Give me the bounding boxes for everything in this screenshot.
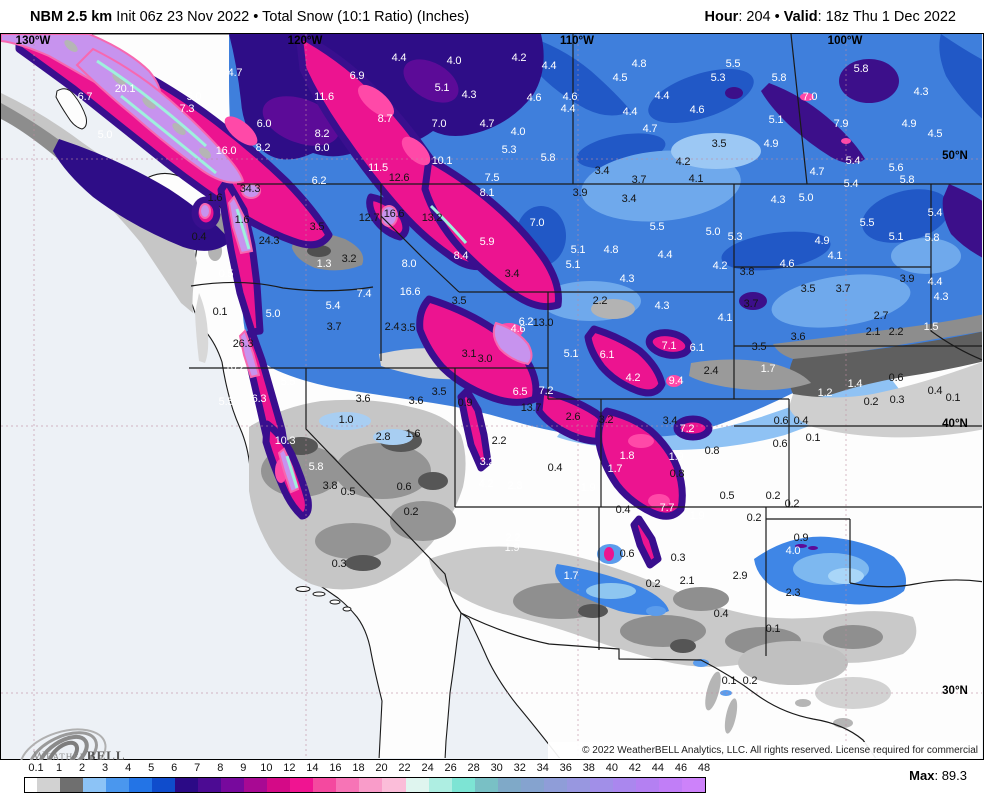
state-borders — [189, 34, 982, 758]
colorbar-tick: 4 — [125, 762, 132, 774]
colorbar-tick: 7 — [194, 762, 201, 774]
colorbar-segment — [244, 778, 268, 792]
colorbar-tick: 14 — [306, 762, 319, 774]
colorbar-segment — [405, 778, 429, 792]
aqua-slivers — [96, 59, 468, 489]
colorbar-segment — [221, 778, 245, 792]
gray-trace-regions — [1, 93, 982, 734]
model-name: NBM 2.5 km — [30, 8, 113, 25]
colorbar-tick: 46 — [674, 762, 688, 774]
header-bar: NBM 2.5 km Init 06z 23 Nov 2022 • Total … — [0, 0, 984, 33]
colorbar-tick: 36 — [559, 762, 572, 774]
colon: : — [817, 8, 826, 25]
logo-weather-text: Weather — [33, 748, 87, 763]
bullet-separator: • — [253, 8, 259, 25]
colorbar-segment — [267, 778, 291, 792]
haida-gwaii-island — [55, 88, 87, 130]
colorbar-tick: 12 — [283, 762, 296, 774]
colorbar-segment — [658, 778, 682, 792]
ridge-gray-dots — [64, 40, 211, 159]
colorbar-tick: 42 — [628, 762, 642, 774]
valid-value: 18z Thu 1 Dec 2022 — [825, 8, 956, 25]
colorbar-tick: 32 — [513, 762, 526, 774]
colorbar-tick: 20 — [375, 762, 388, 774]
init-time: Init 06z 23 Nov 2022 — [112, 8, 254, 25]
map-area: © 2022 WeatherBELL Analytics, LLC. All r… — [0, 33, 984, 784]
hour-value: 204 — [746, 8, 771, 25]
colorbar-segment — [589, 778, 613, 792]
colorbar-gradient — [24, 777, 706, 793]
colorbar-segment — [681, 778, 705, 792]
colorbar-segment — [25, 778, 37, 792]
montana-purple-band — [725, 59, 982, 310]
colorbar-tick: 18 — [352, 762, 365, 774]
colorbar-tick: 5 — [148, 762, 155, 774]
colorbar-tick: 24 — [421, 762, 434, 774]
colorbar-tick: 30 — [490, 762, 503, 774]
colorbar-tick: 1 — [55, 762, 63, 774]
colorbar-segment — [152, 778, 176, 792]
colorbar-tick: 34 — [536, 762, 549, 774]
max-number: 89.3 — [941, 768, 967, 783]
colorbar-segment — [83, 778, 107, 792]
colorbar-tick-labels: 0.1 1 2 3 4 5 6 7 8 9 10 12 14 16 18 20 22 24 26 28 30 32 34 36… — [24, 762, 710, 775]
colorbar: 0.1 1 2 3 4 5 6 7 8 9 10 12 14 16 18 20 22 24 26 28 30 32 34 36… — [24, 762, 710, 794]
colorbar-tick: 9 — [240, 762, 247, 774]
colorbar-segment — [612, 778, 636, 792]
map-title: NBM 2.5 km Init 06z 23 Nov 2022 • Total … — [30, 9, 469, 25]
colorbar-tick: 44 — [651, 762, 665, 774]
valid-time-info: Hour: 204 • Valid: 18z Thu 1 Dec 2022 — [705, 9, 957, 25]
colorbar-segment — [313, 778, 337, 792]
colorbar-segment — [520, 778, 544, 792]
colorbar-tick: 48 — [697, 762, 711, 774]
colorbar-segment — [474, 778, 498, 792]
colorbar-segment — [382, 778, 406, 792]
nm-magenta-dot — [604, 547, 614, 561]
colon: : — [738, 8, 747, 25]
colorbar-segment — [129, 778, 153, 792]
colorbar-tick: 38 — [582, 762, 595, 774]
colorbar-tick: 16 — [329, 762, 342, 774]
colorbar-tick: 26 — [444, 762, 457, 774]
max-value: Max: 89.3 — [909, 768, 967, 783]
valid-label: Valid — [783, 8, 818, 25]
colorbar-tick: 3 — [102, 762, 109, 774]
colorbar-segment — [336, 778, 360, 792]
colorbar-tick: 2 — [79, 762, 86, 774]
max-label: Max — [909, 768, 935, 783]
snowfall-map-svg — [1, 34, 982, 758]
colorbar-segment — [175, 778, 199, 792]
colorbar-segment — [543, 778, 567, 792]
colorbar-tick: 40 — [605, 762, 618, 774]
colorbar-segment — [566, 778, 590, 792]
colon: : — [934, 768, 942, 783]
colorbar-segment — [198, 778, 222, 792]
colorbar-segment — [290, 778, 314, 792]
channel-islands — [295, 586, 352, 612]
mt-hot-spot — [800, 93, 814, 101]
colorbar-segment — [451, 778, 475, 792]
colorbar-segment — [428, 778, 452, 792]
colorbar-segment — [359, 778, 383, 792]
copyright-notice: © 2022 WeatherBELL Analytics, LLC. All r… — [548, 742, 980, 773]
colorbar-tick: 22 — [398, 762, 411, 774]
logo-bell-text: BELL — [86, 748, 126, 763]
colorbar-tick: 6 — [171, 762, 178, 774]
colorbar-tick: 10 — [260, 762, 273, 774]
colorbar-tick: 0.1 — [28, 762, 44, 774]
colorbar-segment — [37, 778, 61, 792]
colorbar-tick: 8 — [217, 762, 224, 774]
hour-label: Hour — [704, 8, 739, 25]
footer-bar: 0.1 1 2 3 4 5 6 7 8 9 10 12 14 16 18 20 22 24 26 28 30 32 34 36… — [0, 760, 984, 808]
colorbar-segment — [60, 778, 84, 792]
colorbar-segment — [106, 778, 130, 792]
parameter-name: Total Snow (10:1 Ratio) (Inches) — [258, 8, 470, 25]
logo-wordmark: WeatherBELL — [33, 748, 125, 764]
colorbar-segment — [497, 778, 521, 792]
bullet-separator: • — [770, 8, 784, 25]
colorbar-segment — [635, 778, 659, 792]
colorbar-tick: 28 — [467, 762, 480, 774]
